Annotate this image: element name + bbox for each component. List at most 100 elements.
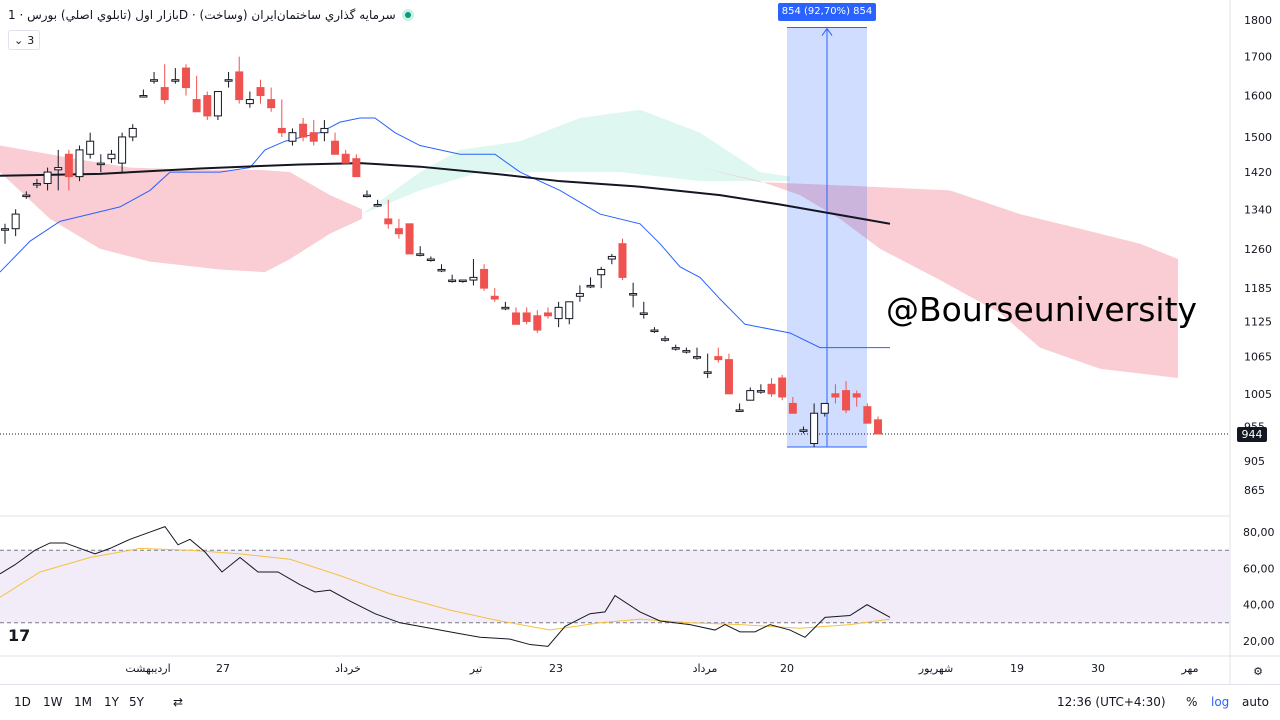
price-tick-label: 1125 (1244, 315, 1272, 328)
price-tick-label: 1065 (1244, 351, 1272, 364)
time-tick-label: مرداد (693, 662, 718, 675)
candle (756, 384, 765, 394)
candle (554, 301, 563, 328)
rsi-band (0, 550, 1230, 623)
candle (320, 120, 329, 142)
candle (778, 374, 787, 401)
range-1m-button[interactable]: 1M (74, 695, 92, 709)
candle (86, 132, 95, 159)
candle (203, 91, 212, 121)
candle (448, 274, 457, 283)
rsi-tick-label: 40,00 (1243, 599, 1275, 612)
candle (458, 279, 467, 283)
time-tick-label: 30 (1091, 662, 1105, 675)
auto-scale-button[interactable]: auto (1242, 695, 1270, 709)
candle (96, 154, 105, 173)
price-tick-label: 905 (1244, 455, 1265, 468)
candle (788, 396, 797, 414)
candle (394, 218, 403, 239)
candle (181, 64, 190, 96)
candle (661, 335, 670, 342)
candle (1, 223, 9, 244)
measure-label: 854 (92,70%) 854 (778, 3, 876, 21)
candles (1, 56, 882, 447)
candle (64, 149, 73, 191)
last-price-tag: 944 (1237, 427, 1267, 442)
cloud-bear (700, 167, 1178, 379)
log-scale-button[interactable]: log (1211, 695, 1230, 709)
candle (22, 191, 31, 199)
candle (522, 307, 531, 325)
candle (469, 259, 478, 286)
candle (831, 384, 840, 404)
candle (607, 253, 616, 265)
indicators-toggle-button[interactable]: ⌄ 3 (8, 30, 41, 50)
candle (362, 190, 371, 198)
candle (405, 223, 414, 255)
baseline-series (0, 117, 890, 349)
price-tick-label: 1185 (1244, 282, 1272, 295)
candle (650, 327, 659, 333)
time-tick-label: 20 (780, 662, 794, 675)
candle (639, 301, 648, 319)
rsi-tick-label: 60,00 (1243, 562, 1275, 575)
candle (543, 307, 552, 319)
range-5y-button[interactable]: 5Y (129, 695, 144, 709)
candle (490, 288, 499, 302)
candle (54, 149, 63, 191)
candle (11, 209, 20, 237)
candle (341, 149, 350, 164)
price-tick-label: 1340 (1244, 203, 1272, 216)
candle (714, 347, 723, 363)
candle (597, 266, 606, 289)
measure-tool[interactable] (787, 27, 867, 448)
range-1d-button[interactable]: 1D (14, 695, 31, 709)
candle (693, 347, 702, 360)
candle (118, 132, 127, 173)
price-tick-label: 1800 (1244, 14, 1272, 27)
candle (512, 307, 521, 325)
price-tick-label: 1260 (1244, 243, 1272, 256)
candle (256, 79, 265, 104)
candle (32, 178, 41, 189)
candle (75, 145, 84, 182)
candle (416, 246, 425, 257)
price-tick-label: 1700 (1244, 51, 1272, 64)
candle (309, 120, 318, 146)
percent-scale-button[interactable]: % (1186, 695, 1198, 709)
chart-legend: بازار اول (تابلوي اصلي) بورس · 1D · سرما… (8, 8, 414, 22)
candle (586, 277, 595, 289)
candle (852, 390, 861, 407)
tradingview-logo-icon[interactable]: 17 (8, 626, 31, 645)
candle (277, 99, 286, 137)
candle (224, 71, 233, 88)
candle (299, 117, 308, 142)
price-chart[interactable]: 8659059551005106511251185126013401420150… (0, 0, 1280, 684)
range-1y-button[interactable]: 1Y (104, 695, 119, 709)
time-tick-label: 23 (549, 662, 563, 675)
time-tick-label: اردیبهشت (125, 662, 170, 675)
candle (160, 64, 169, 104)
candle (565, 301, 574, 325)
date-range-icon[interactable]: ⇄ (173, 695, 184, 709)
candle (267, 87, 276, 112)
candle (533, 310, 542, 333)
candle (501, 301, 510, 311)
candle (352, 154, 361, 178)
candle (682, 347, 691, 354)
candle (629, 282, 638, 308)
candle (810, 403, 819, 447)
chart-title: بازار اول (تابلوي اصلي) بورس · 1D · سرما… (8, 8, 396, 22)
price-tick-label: 1420 (1244, 166, 1272, 179)
candle (107, 149, 116, 164)
range-1w-button[interactable]: 1W (43, 695, 63, 709)
candle (150, 71, 159, 84)
time-tick-label: 27 (216, 662, 230, 675)
clock-time[interactable]: 12:36 (UTC+4:30) (1057, 695, 1166, 709)
moving-average-series (0, 162, 891, 225)
candle (575, 285, 584, 302)
candle (618, 238, 627, 281)
price-tick-label: 1600 (1244, 90, 1272, 103)
candle (863, 403, 872, 424)
candle (874, 416, 882, 435)
